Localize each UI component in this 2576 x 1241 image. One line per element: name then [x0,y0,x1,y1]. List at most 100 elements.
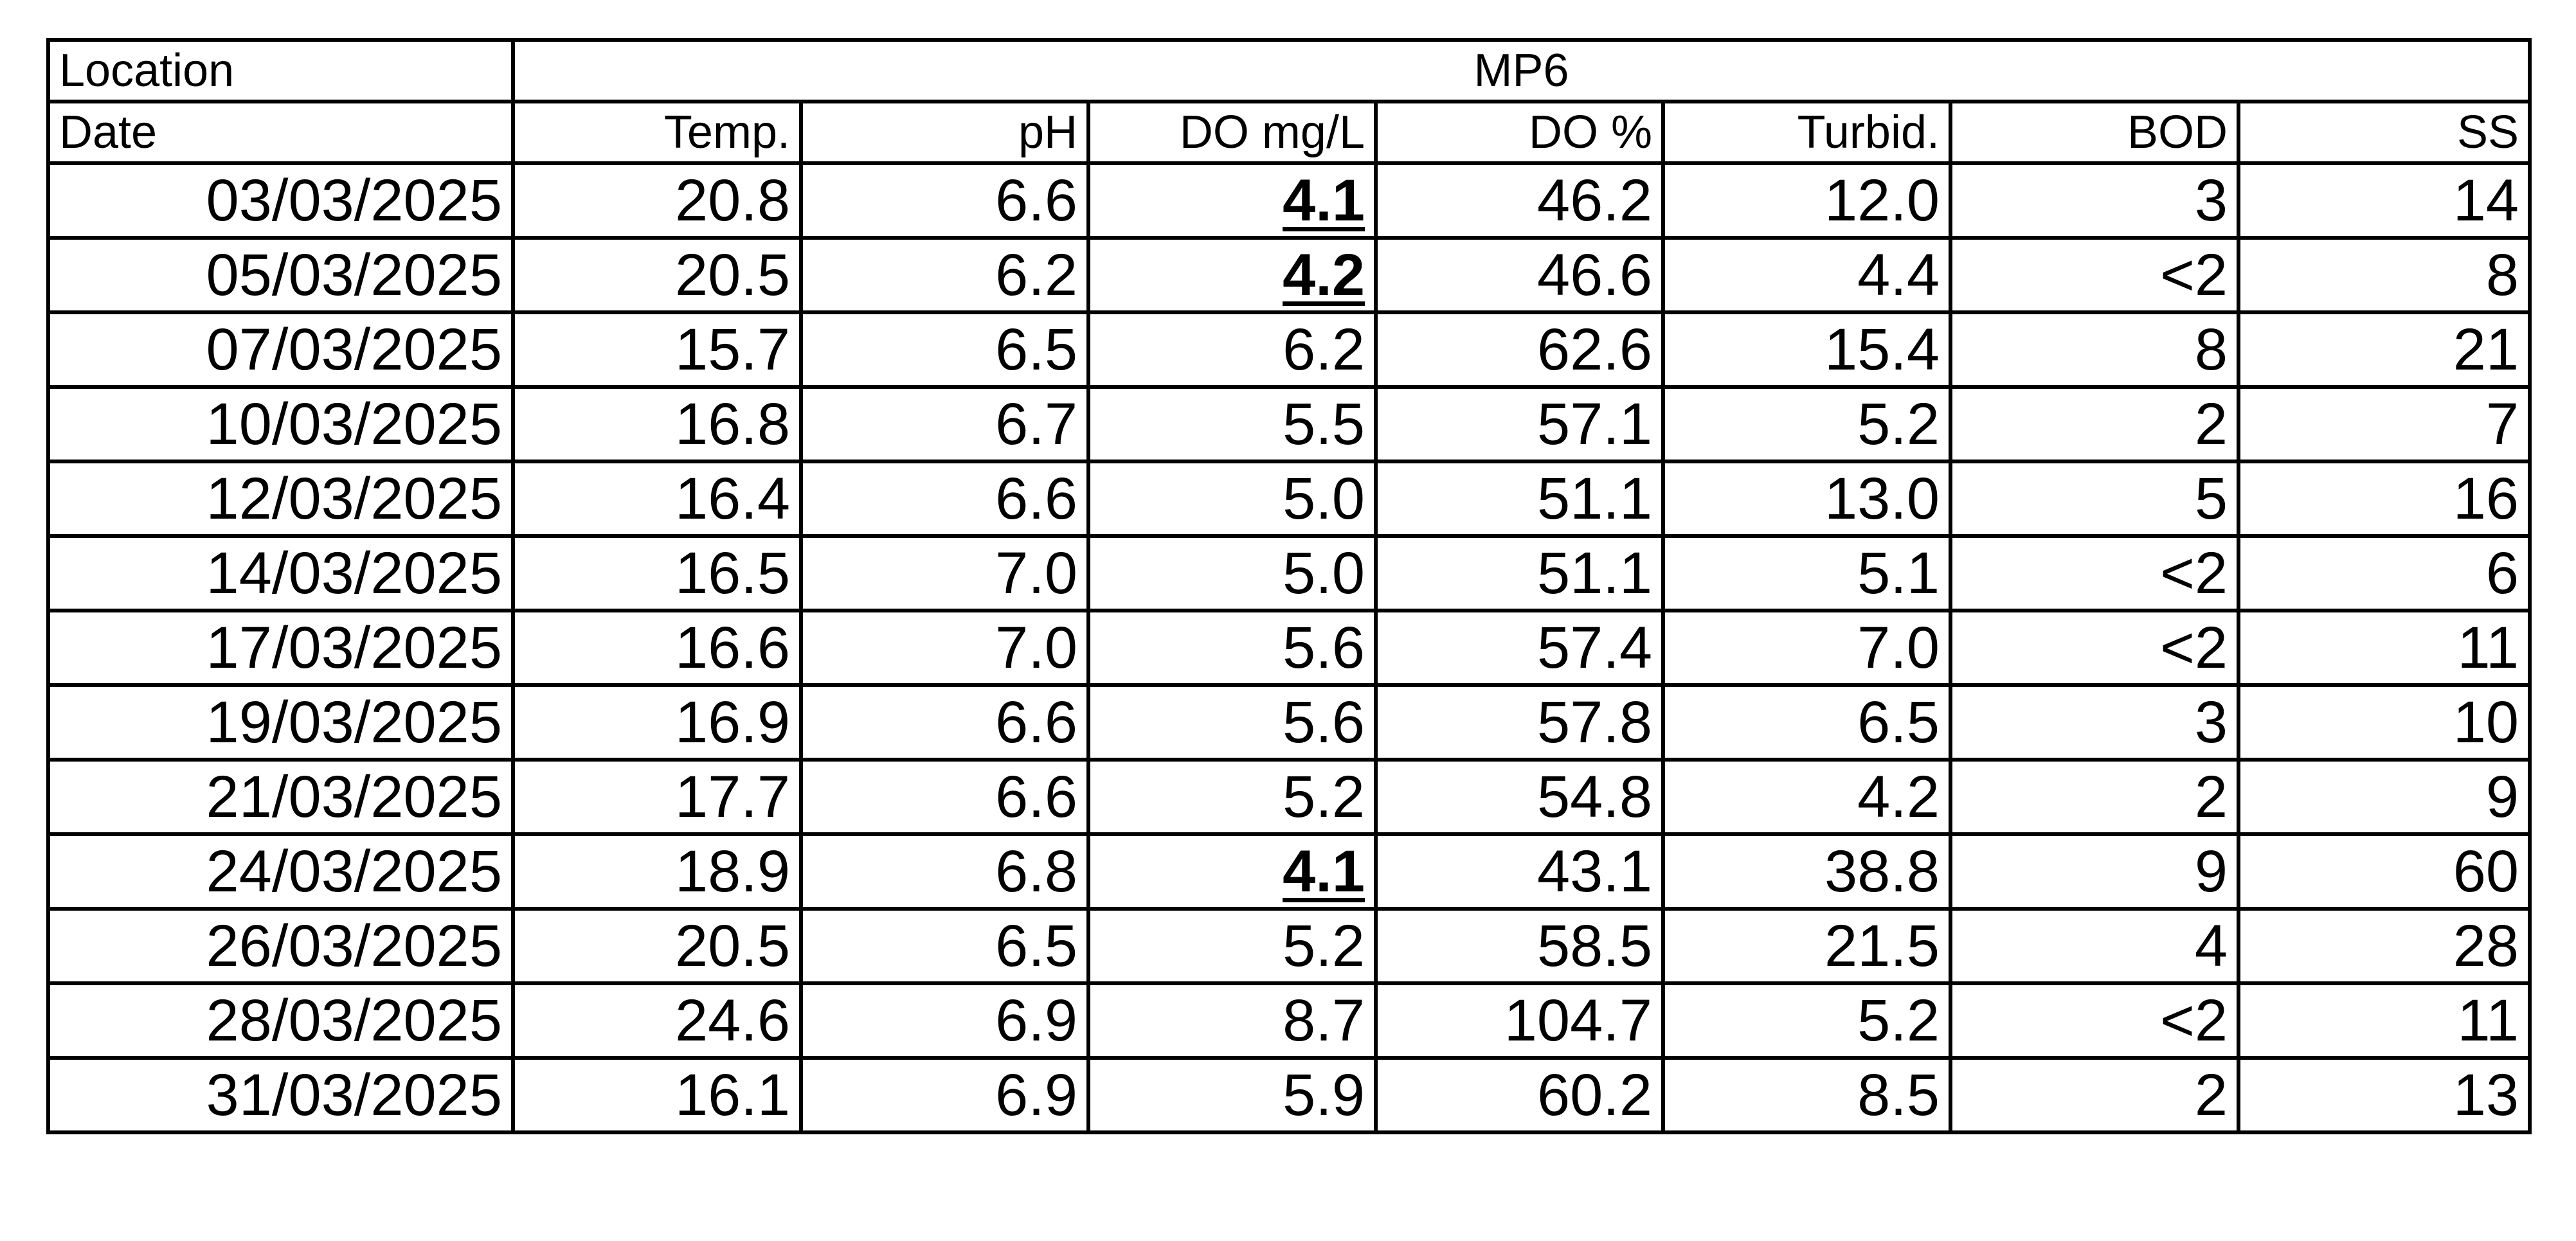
value-cell: 57.8 [1376,685,1663,760]
value-cell: 9 [2238,760,2530,834]
value-cell: 6.5 [801,909,1088,983]
value-cell: 12.0 [1663,163,1950,238]
value-cell: <2 [1950,536,2238,611]
data-row: 10/03/202516.86.75.557.15.227 [48,387,2530,461]
value-cell: <2 [1950,611,2238,685]
data-row: 26/03/202520.56.55.258.521.5428 [48,909,2530,983]
value-cell: 46.2 [1376,163,1663,238]
value-cell: 6.9 [801,983,1088,1058]
value-cell: 5.6 [1088,611,1376,685]
location-label: Location [48,40,513,102]
data-row: 28/03/202524.66.98.7104.75.2<211 [48,983,2530,1058]
location: MP6 [513,40,2530,102]
value-cell: 6.6 [801,163,1088,238]
value-cell: 5.9 [1088,1058,1376,1132]
value-cell: 20.8 [513,163,801,238]
value-cell: 6.5 [801,312,1088,387]
data-row: 12/03/202516.46.65.051.113.0516 [48,461,2530,536]
value-cell: 38.8 [1663,834,1950,909]
column-header: DO % [1376,102,1663,163]
data-row: 24/03/202518.96.84.143.138.8960 [48,834,2530,909]
table-body: Location MP6 Date Temp.pHDO mg/LDO %Turb… [48,40,2530,1132]
value-cell: 20.5 [513,238,801,312]
date-cell: 26/03/2025 [48,909,513,983]
date-cell: 31/03/2025 [48,1058,513,1132]
value-cell: 8 [2238,238,2530,312]
date-cell: 10/03/2025 [48,387,513,461]
location-row: Location MP6 [48,40,2530,102]
date-cell: 03/03/2025 [48,163,513,238]
value-cell: 24.6 [513,983,801,1058]
value-cell: 6.7 [801,387,1088,461]
data-row: 03/03/202520.86.64.146.212.0314 [48,163,2530,238]
value-cell: 16.8 [513,387,801,461]
date-cell: 14/03/2025 [48,536,513,611]
column-header: pH [801,102,1088,163]
value-cell: 4.2 [1663,760,1950,834]
value-cell: 51.1 [1376,461,1663,536]
value-cell: 57.4 [1376,611,1663,685]
value-cell: 21 [2238,312,2530,387]
data-row: 05/03/202520.56.24.246.64.4<28 [48,238,2530,312]
value-cell: 5.2 [1663,387,1950,461]
value-cell: 46.6 [1376,238,1663,312]
value-cell: 5 [1950,461,2238,536]
value-cell: 15.7 [513,312,801,387]
value-cell: 8 [1950,312,2238,387]
value-cell: 6.6 [801,685,1088,760]
value-cell: 2 [1950,1058,2238,1132]
value-cell: 7 [2238,387,2530,461]
value-cell: 16.4 [513,461,801,536]
value-cell: 3 [1950,685,2238,760]
date-cell: 05/03/2025 [48,238,513,312]
value-cell: 5.2 [1088,909,1376,983]
page: Location MP6 Date Temp.pHDO mg/LDO %Turb… [0,0,2576,1241]
value-cell: 5.0 [1088,461,1376,536]
data-row: 17/03/202516.67.05.657.47.0<211 [48,611,2530,685]
value-cell: 17.7 [513,760,801,834]
value-cell: 57.1 [1376,387,1663,461]
value-cell: 16.9 [513,685,801,760]
value-cell: 5.2 [1663,983,1950,1058]
data-row: 19/03/202516.96.65.657.86.5310 [48,685,2530,760]
data-row: 31/03/202516.16.95.960.28.5213 [48,1058,2530,1132]
value-cell: 2 [1950,760,2238,834]
value-cell: 54.8 [1376,760,1663,834]
value-cell: 58.5 [1376,909,1663,983]
value-cell: 9 [1950,834,2238,909]
value-cell: 21.5 [1663,909,1950,983]
value-cell: 28 [2238,909,2530,983]
data-table: Location MP6 Date Temp.pHDO mg/LDO %Turb… [46,38,2532,1134]
value-cell: 7.0 [801,536,1088,611]
value-cell: 43.1 [1376,834,1663,909]
value-cell: 7.0 [801,611,1088,685]
value-cell: 6.6 [801,461,1088,536]
data-row: 07/03/202515.76.56.262.615.4821 [48,312,2530,387]
value-cell: 15.4 [1663,312,1950,387]
value-cell: 104.7 [1376,983,1663,1058]
date-cell: 12/03/2025 [48,461,513,536]
value-cell: 20.5 [513,909,801,983]
column-header-row: Date Temp.pHDO mg/LDO %Turbid.BODSS [48,102,2530,163]
value-cell: 18.9 [513,834,801,909]
value-cell: 5.6 [1088,685,1376,760]
value-cell: 4.2 [1088,238,1376,312]
value-cell: 7.0 [1663,611,1950,685]
value-cell: 13 [2238,1058,2530,1132]
date-cell: 24/03/2025 [48,834,513,909]
value-cell: 5.0 [1088,536,1376,611]
column-header: Turbid. [1663,102,1950,163]
value-cell: 4.1 [1088,834,1376,909]
value-cell: <2 [1950,983,2238,1058]
value-cell: 60 [2238,834,2530,909]
value-cell: 6.8 [801,834,1088,909]
value-cell: 4 [1950,909,2238,983]
date-cell: 19/03/2025 [48,685,513,760]
column-header: DO mg/L [1088,102,1376,163]
value-cell: 4.1 [1088,163,1376,238]
value-cell: 10 [2238,685,2530,760]
data-row: 14/03/202516.57.05.051.15.1<26 [48,536,2530,611]
value-cell: 6.5 [1663,685,1950,760]
value-cell: 8.7 [1088,983,1376,1058]
value-cell: 8.5 [1663,1058,1950,1132]
